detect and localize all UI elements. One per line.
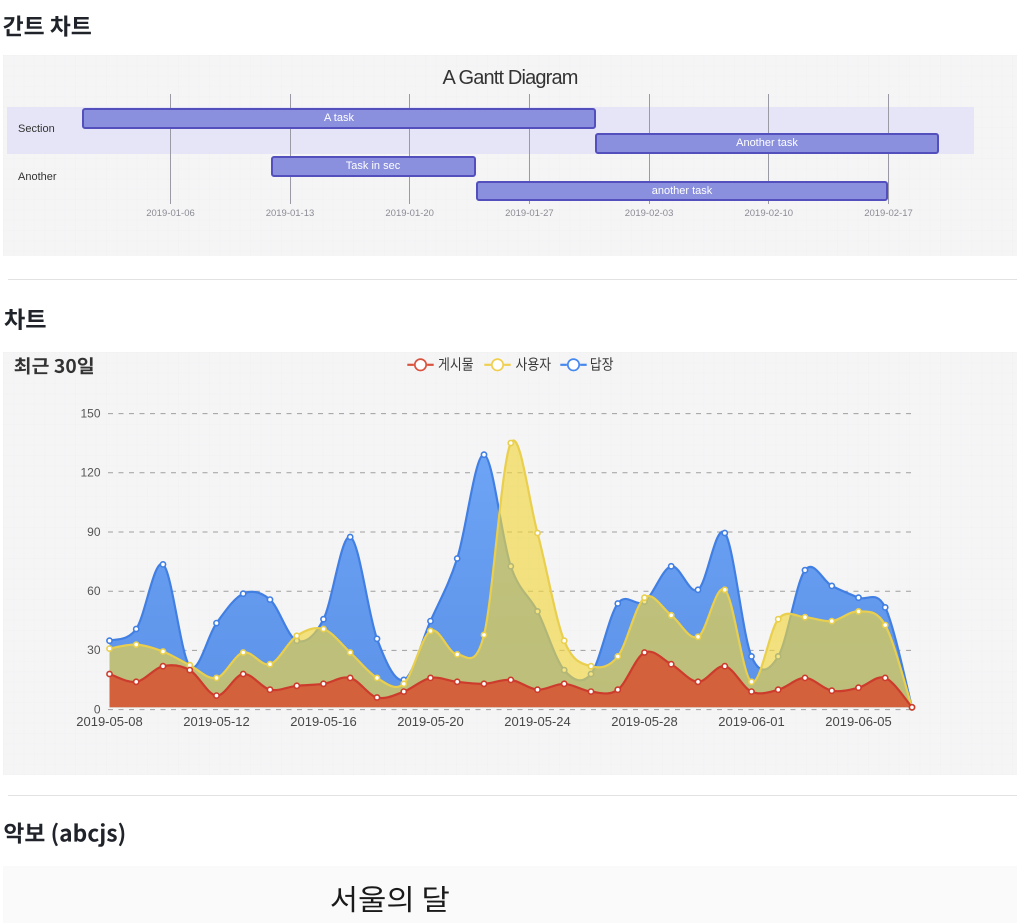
svg-text:2019-05-28: 2019-05-28: [611, 714, 678, 729]
svg-text:150: 150: [80, 406, 100, 420]
svg-text:0: 0: [94, 702, 101, 716]
svg-text:2019-05-12: 2019-05-12: [183, 714, 250, 729]
svg-text:2019-05-20: 2019-05-20: [397, 714, 464, 729]
svg-text:90: 90: [87, 525, 101, 539]
svg-text:2019-06-01: 2019-06-01: [718, 714, 785, 729]
svg-text:2019-05-24: 2019-05-24: [504, 714, 571, 729]
svg-text:120: 120: [80, 466, 100, 480]
svg-text:2019-06-05: 2019-06-05: [825, 714, 892, 729]
svg-text:2019-05-16: 2019-05-16: [290, 714, 357, 729]
svg-text:60: 60: [87, 584, 101, 598]
svg-text:30: 30: [87, 643, 101, 657]
svg-text:2019-05-08: 2019-05-08: [76, 714, 143, 729]
